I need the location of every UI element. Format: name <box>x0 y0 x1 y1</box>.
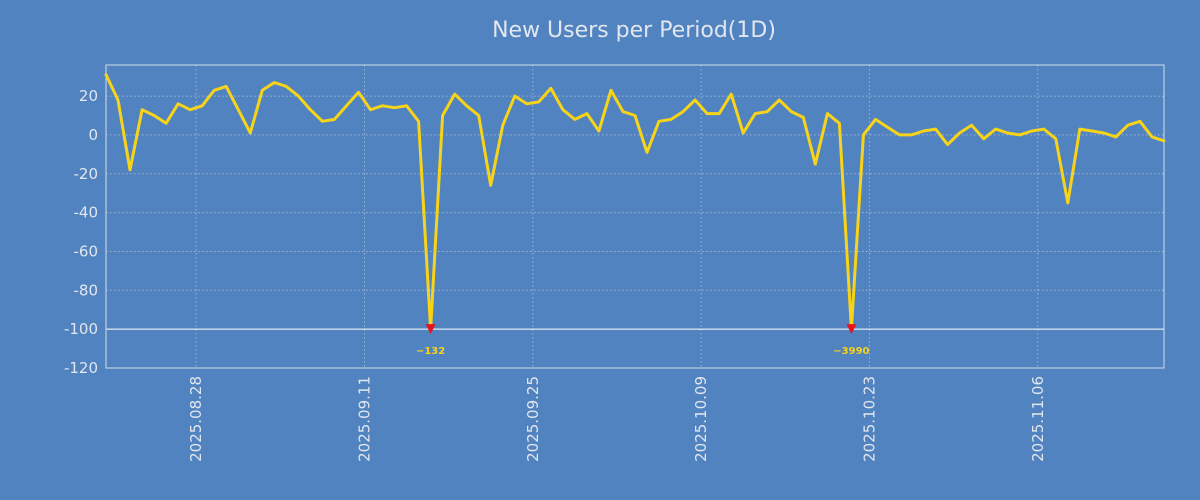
x-tick-label: 2025.09.11 <box>355 376 373 462</box>
y-tick-label: -100 <box>64 320 98 338</box>
outlier-marker <box>425 324 436 335</box>
outlier-label: −3990 <box>833 346 869 357</box>
x-axis: 2025.08.28 2025.09.11 2025.09.25 2025.10.09… <box>187 376 1047 462</box>
x-tick-label: 2025.10.23 <box>860 376 878 462</box>
chart-title: New Users per Period(1D) <box>492 18 776 43</box>
y-tick-label: 0 <box>88 126 98 144</box>
grid <box>106 65 1164 369</box>
y-tick-label: -60 <box>74 242 99 260</box>
y-tick-label: -80 <box>74 281 99 299</box>
x-tick-label: 2025.10.09 <box>692 376 710 462</box>
outlier-marker <box>846 324 857 335</box>
y-tick-label: -120 <box>64 359 98 377</box>
y-tick-label: -20 <box>74 165 99 183</box>
outlier-label: −132 <box>416 346 445 357</box>
series-group <box>104 73 1166 331</box>
plot-frame <box>105 64 1165 369</box>
outlier-markers: −132 −3990 <box>416 324 870 357</box>
y-tick-label: 20 <box>79 87 98 105</box>
x-tick-label: 2025.11.06 <box>1029 376 1047 462</box>
x-tick-label: 2025.08.28 <box>187 376 205 462</box>
y-axis: 20 0 -20 -40 -60 -80 -100 -120 <box>64 87 98 377</box>
x-tick-label: 2025.09.25 <box>524 376 542 462</box>
series-line-new-users <box>104 73 1166 331</box>
y-tick-label: -40 <box>74 204 99 222</box>
